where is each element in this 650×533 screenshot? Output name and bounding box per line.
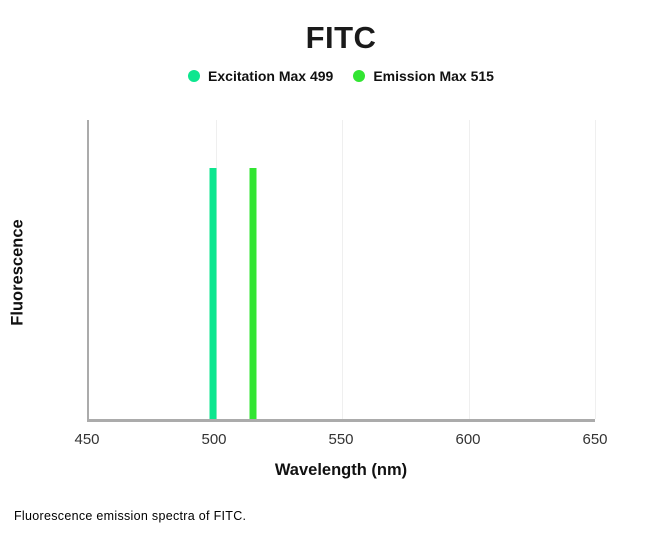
legend-item-emission: Emission Max 515 <box>353 68 494 84</box>
x-axis-ticks: 450 500 550 600 650 <box>74 431 607 449</box>
emission-swatch-icon <box>353 70 366 82</box>
legend: Excitation Max 499 Emission Max 515 <box>87 67 595 85</box>
plot-area <box>87 120 596 422</box>
legend-label-excitation: Excitation Max 499 <box>208 68 334 84</box>
bar-excitation-max-499 <box>209 167 217 419</box>
x-axis-label: Wavelength (nm) <box>274 461 408 479</box>
figure-caption: Fluorescence emission spectra of FITC. <box>14 509 247 523</box>
x-tick-500: 500 <box>201 431 227 448</box>
chart-title: FITC <box>305 20 377 55</box>
gridline-600 <box>468 120 470 419</box>
bar-emission-max-515 <box>249 167 257 419</box>
x-tick-550: 550 <box>328 431 354 448</box>
x-tick-450: 450 <box>74 431 100 448</box>
gridline-650 <box>595 120 596 419</box>
excitation-swatch-icon <box>188 70 201 82</box>
y-axis-label: Fluorescence <box>8 219 27 326</box>
x-tick-650: 650 <box>582 431 608 448</box>
legend-label-emission: Emission Max 515 <box>373 68 494 84</box>
gridline-550 <box>342 120 343 419</box>
x-tick-600: 600 <box>455 431 481 448</box>
legend-item-excitation: Excitation Max 499 <box>188 68 333 84</box>
